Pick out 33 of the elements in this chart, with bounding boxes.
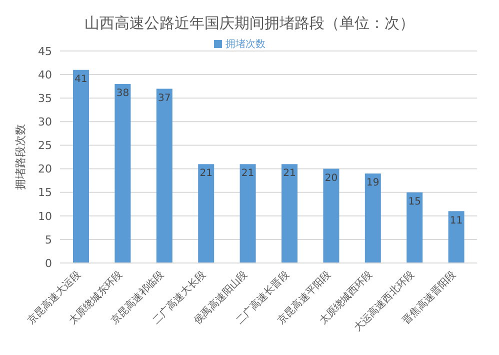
y-tick-label: 30 [38,116,52,129]
bar [198,164,214,263]
data-label: 37 [158,92,171,104]
bar [364,173,381,263]
bar [114,84,131,263]
y-tick-label: 35 [38,92,52,106]
y-tick-label: 0 [45,256,52,270]
bar [240,164,256,263]
y-tick-label: 45 [38,44,52,58]
y-tick-label: 20 [38,162,52,176]
chart-title: 山西高速公路近年国庆期间拥堵路段（单位：次） [84,13,416,33]
y-axis-title: 拥堵路段次数 [14,124,27,190]
y-tick-label: 25 [38,139,52,152]
data-label: 21 [200,168,212,180]
y-tick-label: 10 [38,210,52,223]
data-label: 15 [408,196,421,208]
bar [323,168,340,263]
data-label: 19 [366,178,380,189]
bar [406,192,423,263]
y-tick-label: 5 [45,233,52,246]
data-label: 41 [74,74,88,85]
y-tick-label: 40 [38,68,52,82]
data-label: 11 [450,215,463,226]
data-label: 38 [116,88,130,100]
y-tick-label: 15 [38,186,52,200]
bar [282,164,298,263]
data-label: 21 [241,168,254,180]
legend-label: 拥堵次数 [226,39,266,50]
bar [448,211,464,263]
bar [73,70,89,263]
bar [156,88,172,263]
data-label: 20 [324,172,338,184]
data-label: 21 [283,168,296,180]
